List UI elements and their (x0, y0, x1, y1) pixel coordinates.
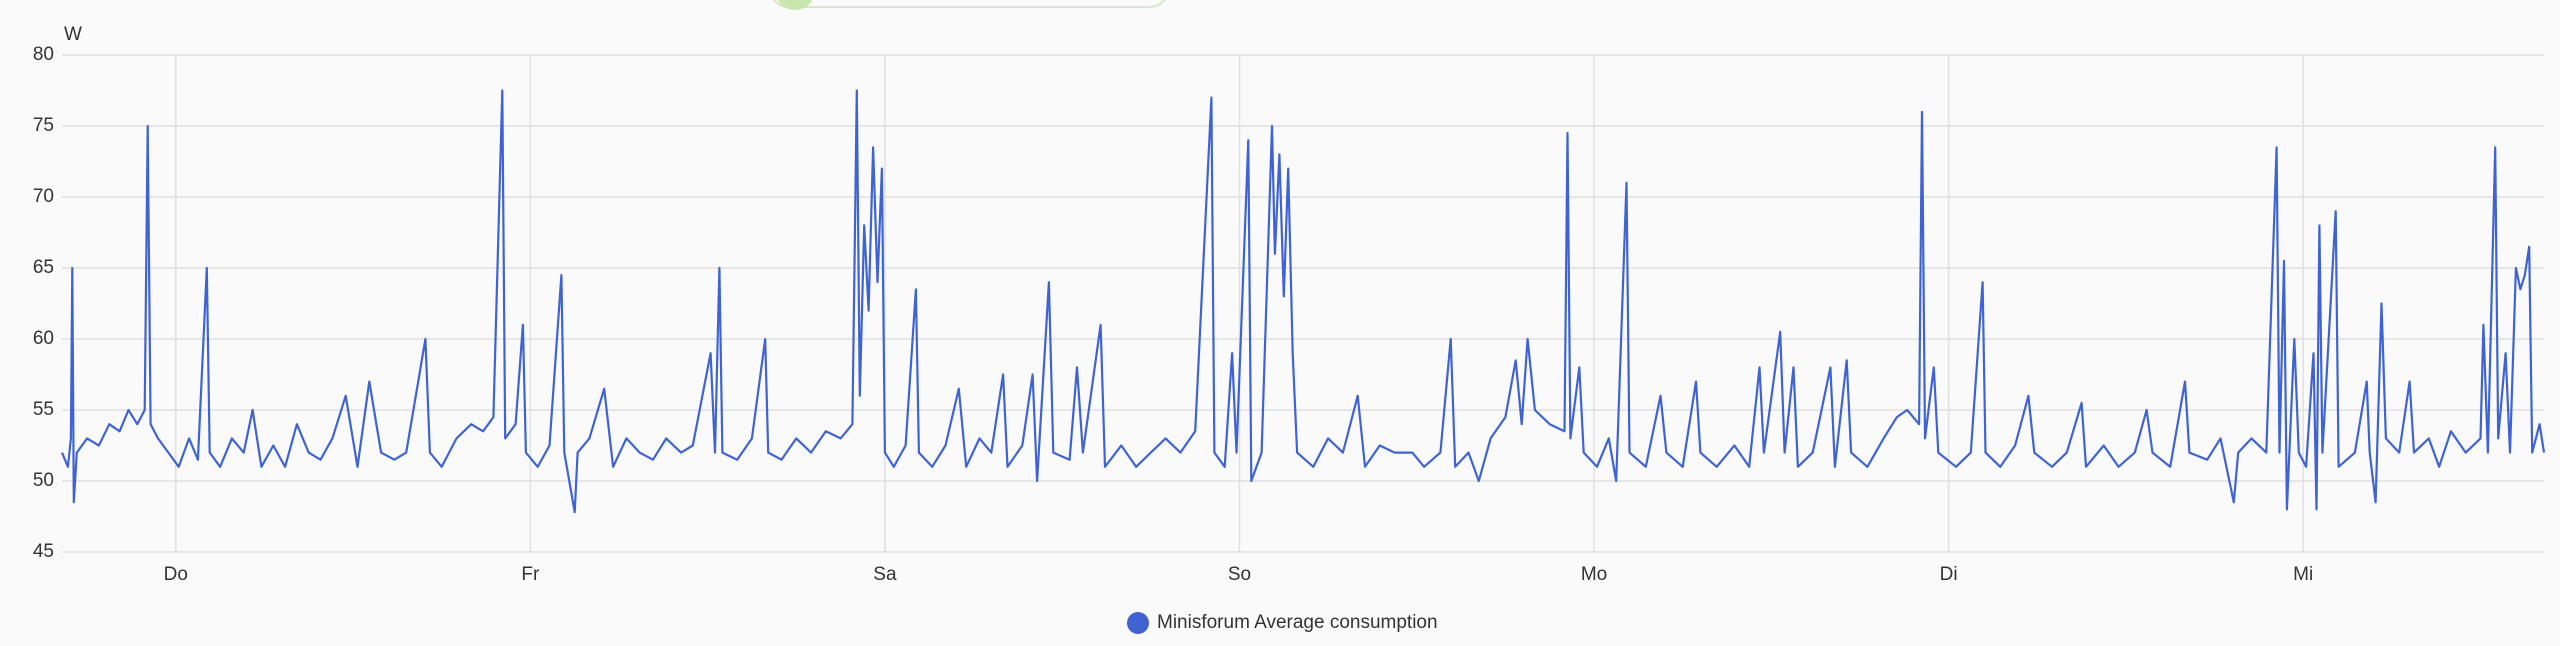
y-tick-label: 75 (33, 115, 54, 136)
x-tick-label: So (1228, 564, 1251, 585)
top-pill (772, 0, 1166, 8)
x-tick-label: Do (164, 564, 188, 585)
y-tick-label: 45 (33, 541, 54, 562)
legend-label: Minisforum Average consumption (1157, 612, 1438, 633)
x-tick-label: Mo (1581, 564, 1607, 585)
y-tick-label: 80 (33, 44, 54, 65)
x-tick-label: Mi (2293, 564, 2313, 585)
y-tick-label: 65 (33, 257, 54, 278)
y-tick-label: 50 (33, 470, 54, 491)
y-tick-label: 55 (33, 399, 54, 420)
y-tick-label: 70 (33, 186, 54, 207)
x-tick-label: Fr (521, 564, 540, 585)
top-pill-icon (777, 0, 813, 10)
y-axis-unit: W (64, 24, 82, 45)
x-tick-label: Sa (873, 564, 897, 585)
legend-marker (1127, 612, 1149, 634)
x-tick-label: Di (1940, 564, 1958, 585)
line-series (60, 89, 2546, 514)
y-tick-label: 60 (33, 328, 54, 349)
